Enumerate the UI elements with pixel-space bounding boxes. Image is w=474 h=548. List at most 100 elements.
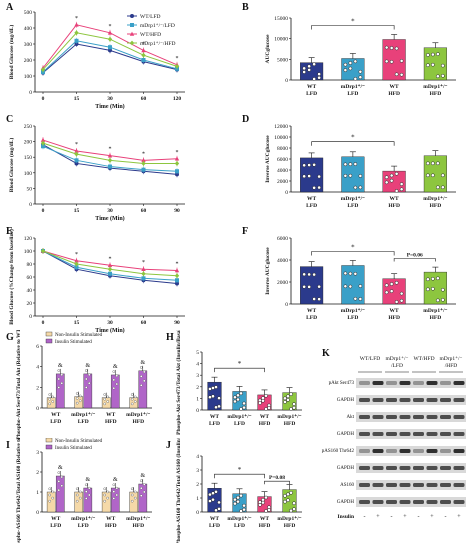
blot-band bbox=[453, 398, 465, 402]
bar bbox=[138, 370, 148, 409]
data-dot bbox=[353, 76, 358, 81]
panel-d: D 0 2000 4000 6000 8000 10000 12000 Inverse AUCg… bbox=[236, 112, 474, 224]
data-dot bbox=[78, 496, 82, 500]
data-dot bbox=[317, 284, 321, 289]
data-dot bbox=[115, 382, 119, 386]
sig-star: * bbox=[176, 56, 179, 62]
data-point bbox=[74, 42, 79, 46]
data-dot bbox=[84, 490, 88, 493]
data-dot bbox=[103, 487, 107, 491]
x-category-label: mDrp1⁺/⁻ bbox=[423, 307, 447, 314]
x-tick-label: 15 bbox=[74, 96, 80, 102]
data-point bbox=[175, 169, 179, 174]
sig-star: * bbox=[142, 151, 145, 157]
data-dot bbox=[394, 189, 399, 193]
y-axis-label: Phospho-AS160 Thr642/Total AS160 (Relati… bbox=[15, 438, 22, 543]
y-tick-label: 12000 bbox=[274, 124, 288, 130]
bar bbox=[55, 475, 65, 513]
blot-band bbox=[413, 381, 424, 385]
legend-swatch bbox=[45, 338, 53, 344]
data-dot bbox=[312, 185, 316, 190]
y-axis-label: AUCglucose bbox=[265, 34, 271, 64]
data-dot bbox=[242, 405, 246, 410]
x-category-label: mDrp1⁺/⁻ bbox=[71, 515, 95, 522]
data-point bbox=[107, 30, 113, 35]
data-dot bbox=[87, 486, 91, 490]
blot-band bbox=[440, 466, 451, 470]
sig-bracket bbox=[214, 473, 265, 479]
panel-i: I 0 1 2 3 Phospho-AS160 Thr642/Total AS160 (R… bbox=[0, 412, 160, 548]
data-dot bbox=[348, 284, 353, 289]
data-dot bbox=[130, 402, 134, 406]
x-category-label: WT bbox=[51, 516, 61, 522]
data-dot bbox=[133, 395, 137, 399]
blot-row-label: GAPDH bbox=[337, 500, 355, 505]
blot-band bbox=[453, 432, 465, 436]
blot-group-label: WT/HFD bbox=[413, 356, 434, 362]
blot-band bbox=[413, 483, 424, 487]
blot-band bbox=[426, 415, 438, 419]
data-dot bbox=[258, 503, 262, 507]
data-dot bbox=[302, 174, 306, 179]
data-dot bbox=[75, 493, 79, 497]
y-tick-label: 6000 bbox=[277, 236, 288, 242]
blot-band bbox=[372, 483, 384, 487]
chart-b: B050001000015000AUCglucoseWTLFDmDrp1⁺/⁻L… bbox=[242, 2, 456, 97]
x-category-sublabel: LFD bbox=[234, 421, 245, 427]
y-axis-label: Phospho-AS160 Thr642/Total AS160 (Insuli… bbox=[175, 438, 182, 543]
data-dot bbox=[133, 490, 137, 494]
data-dot bbox=[389, 59, 394, 64]
sig-bracket bbox=[311, 25, 395, 30]
x-category-sublabel: HFD bbox=[388, 91, 400, 97]
bar bbox=[382, 170, 406, 193]
data-dot bbox=[384, 283, 389, 288]
blot-row-label: pAkt Ser473 bbox=[329, 381, 355, 386]
data-dot bbox=[431, 52, 435, 57]
y-tick-label: 3 bbox=[36, 450, 39, 456]
x-category-sublabel: LFD bbox=[209, 421, 220, 427]
panel-g: G 0 2 4 6 Phospho-Akt Ser473/Total Akt (Relat… bbox=[0, 314, 160, 440]
data-dot bbox=[358, 297, 363, 301]
data-dot bbox=[208, 492, 212, 497]
data-dot bbox=[239, 391, 243, 396]
data-dot bbox=[115, 493, 119, 497]
x-category-label: mDrp1⁺/⁻ bbox=[227, 413, 251, 420]
blot-band bbox=[440, 483, 451, 487]
x-category-sublabel: LFD bbox=[50, 419, 61, 425]
data-dot bbox=[60, 381, 64, 385]
blot-band bbox=[372, 500, 384, 504]
chart-h: H 0 1 2 3 4 5 Phospho-Akt Ser473/Total Akt (Ins… bbox=[166, 327, 302, 435]
data-dot bbox=[343, 271, 348, 276]
data-point bbox=[175, 281, 179, 286]
data-dot bbox=[292, 405, 296, 410]
data-point bbox=[107, 36, 113, 42]
sig-star: * bbox=[351, 244, 355, 252]
data-dot bbox=[112, 378, 116, 382]
bar bbox=[101, 397, 111, 409]
data-dot bbox=[84, 377, 88, 381]
blot-band bbox=[399, 483, 411, 487]
data-dot bbox=[312, 77, 316, 81]
data-dot bbox=[211, 491, 215, 496]
sig-star: * bbox=[109, 147, 112, 153]
data-dot bbox=[78, 490, 82, 494]
data-dot bbox=[236, 397, 240, 402]
data-dot bbox=[426, 287, 430, 292]
sig-star: * bbox=[176, 150, 179, 156]
blot-group-label: /LFD bbox=[391, 363, 403, 369]
data-point bbox=[141, 48, 146, 53]
blot-band bbox=[386, 432, 397, 436]
y-tick-label: 5000 bbox=[277, 57, 288, 63]
y-tick-label: 6 bbox=[36, 344, 39, 350]
bar bbox=[46, 491, 56, 513]
data-dot bbox=[389, 289, 394, 293]
y-tick-label: 0 bbox=[196, 408, 199, 414]
data-point bbox=[141, 161, 146, 166]
data-point bbox=[107, 153, 113, 158]
panel-a: A 0 100 200 300 400 500 Blood Glucose (mg/dL) 0 1… bbox=[0, 0, 200, 112]
x-category-sublabel: LFD bbox=[306, 315, 317, 321]
data-dot bbox=[112, 483, 116, 487]
blot-strip bbox=[356, 412, 466, 422]
bar bbox=[101, 491, 111, 513]
panel-letter: F bbox=[242, 226, 248, 237]
